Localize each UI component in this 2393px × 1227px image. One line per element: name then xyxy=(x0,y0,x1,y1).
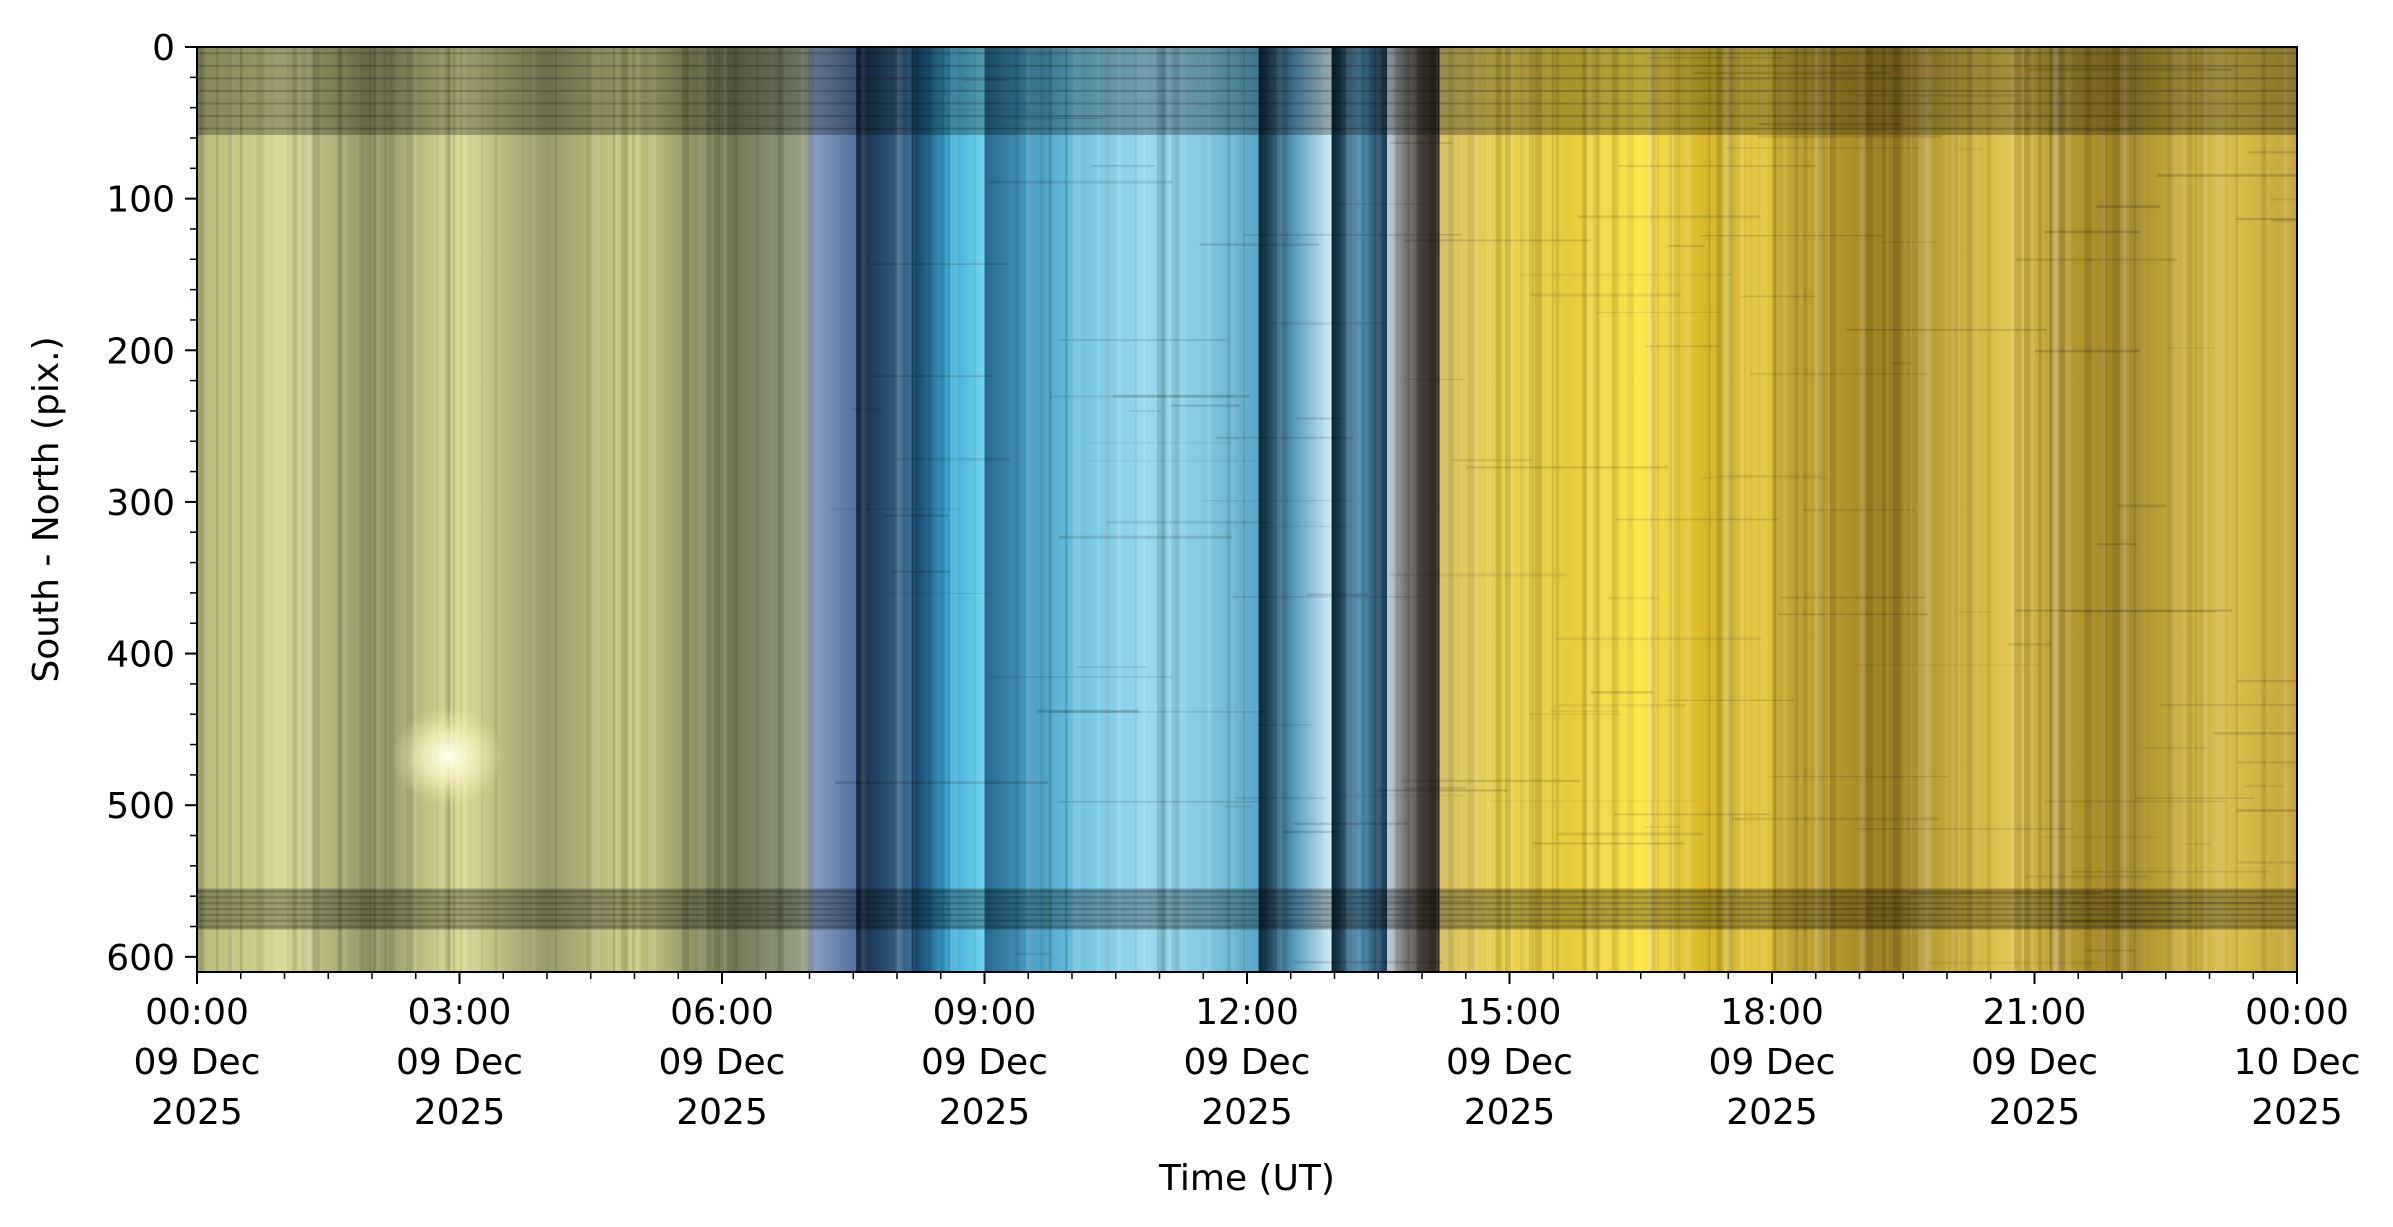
x-tick-label: 2025 xyxy=(2251,1092,2343,1133)
y-tick-label: 600 xyxy=(106,938,175,979)
x-tick-label: 15:00 xyxy=(1458,992,1562,1033)
x-tick-label: 09 Dec xyxy=(1971,1042,2098,1083)
x-tick-label: 2025 xyxy=(1201,1092,1293,1133)
x-tick-label: 09 Dec xyxy=(921,1042,1048,1083)
heatmap-segment xyxy=(197,47,810,972)
x-tick-label: 2025 xyxy=(151,1092,243,1133)
x-tick-label: 09 Dec xyxy=(134,1042,261,1083)
heatmap-segment xyxy=(856,47,913,972)
heatmap-segment xyxy=(1439,47,1773,972)
x-tick-label: 2025 xyxy=(1464,1092,1556,1133)
heatmap-texture xyxy=(197,47,2297,972)
y-axis: 0 100 200 300 400 500 600 xyxy=(106,28,197,979)
x-tick-label: 09 Dec xyxy=(1184,1042,1311,1083)
x-tick-label: 06:00 xyxy=(670,992,774,1033)
y-tick-label: 100 xyxy=(106,180,175,221)
x-tick-label: 00:00 xyxy=(145,992,249,1033)
x-tick-label: 2025 xyxy=(939,1092,1031,1133)
x-axis: 00:00 09 Dec 2025 03:00 09 Dec 2025 06:00 09 De… xyxy=(134,972,2361,1133)
horizontal-band xyxy=(197,888,2297,930)
heatmap-segment xyxy=(1331,47,1388,972)
x-tick-label: 09 Dec xyxy=(659,1042,786,1083)
plot-frame xyxy=(196,46,2298,973)
y-tick-label: 500 xyxy=(106,786,175,827)
heatmap-segment xyxy=(984,47,1260,972)
heatmap-segment xyxy=(1387,47,1440,972)
y-tick-label: 0 xyxy=(152,28,175,69)
x-tick-label: 2025 xyxy=(414,1092,506,1133)
heatmap-segment xyxy=(1772,47,2297,972)
x-tick-label: 09 Dec xyxy=(396,1042,523,1083)
heatmap-segment xyxy=(809,47,857,972)
horizontal-band xyxy=(197,47,2297,135)
x-tick-label: 2025 xyxy=(1989,1092,2081,1133)
plot-area xyxy=(197,47,2297,972)
x-tick-label: 2025 xyxy=(676,1092,768,1133)
x-tick-label: 2025 xyxy=(1726,1092,1818,1133)
x-tick-label: 00:00 xyxy=(2245,992,2349,1033)
bright-spot xyxy=(392,706,503,807)
y-tick-label: 300 xyxy=(106,483,175,524)
y-axis-label: South - North (pix.) xyxy=(26,336,67,682)
x-tick-label: 10 Dec xyxy=(2234,1042,2361,1083)
x-tick-label: 09 Dec xyxy=(1446,1042,1573,1083)
y-tick-label: 200 xyxy=(106,331,175,372)
x-tick-label: 09 Dec xyxy=(1709,1042,1836,1083)
x-tick-label: 09:00 xyxy=(933,992,1037,1033)
x-tick-label: 18:00 xyxy=(1720,992,1824,1033)
y-tick-label: 400 xyxy=(106,635,175,676)
x-axis-label: Time (UT) xyxy=(1158,1158,1335,1199)
heatmap-segment xyxy=(911,47,985,972)
x-tick-label: 03:00 xyxy=(408,992,512,1033)
x-tick-label: 21:00 xyxy=(1983,992,2087,1033)
x-tick-label: 12:00 xyxy=(1195,992,1299,1033)
heatmap-segment xyxy=(1258,47,1333,972)
